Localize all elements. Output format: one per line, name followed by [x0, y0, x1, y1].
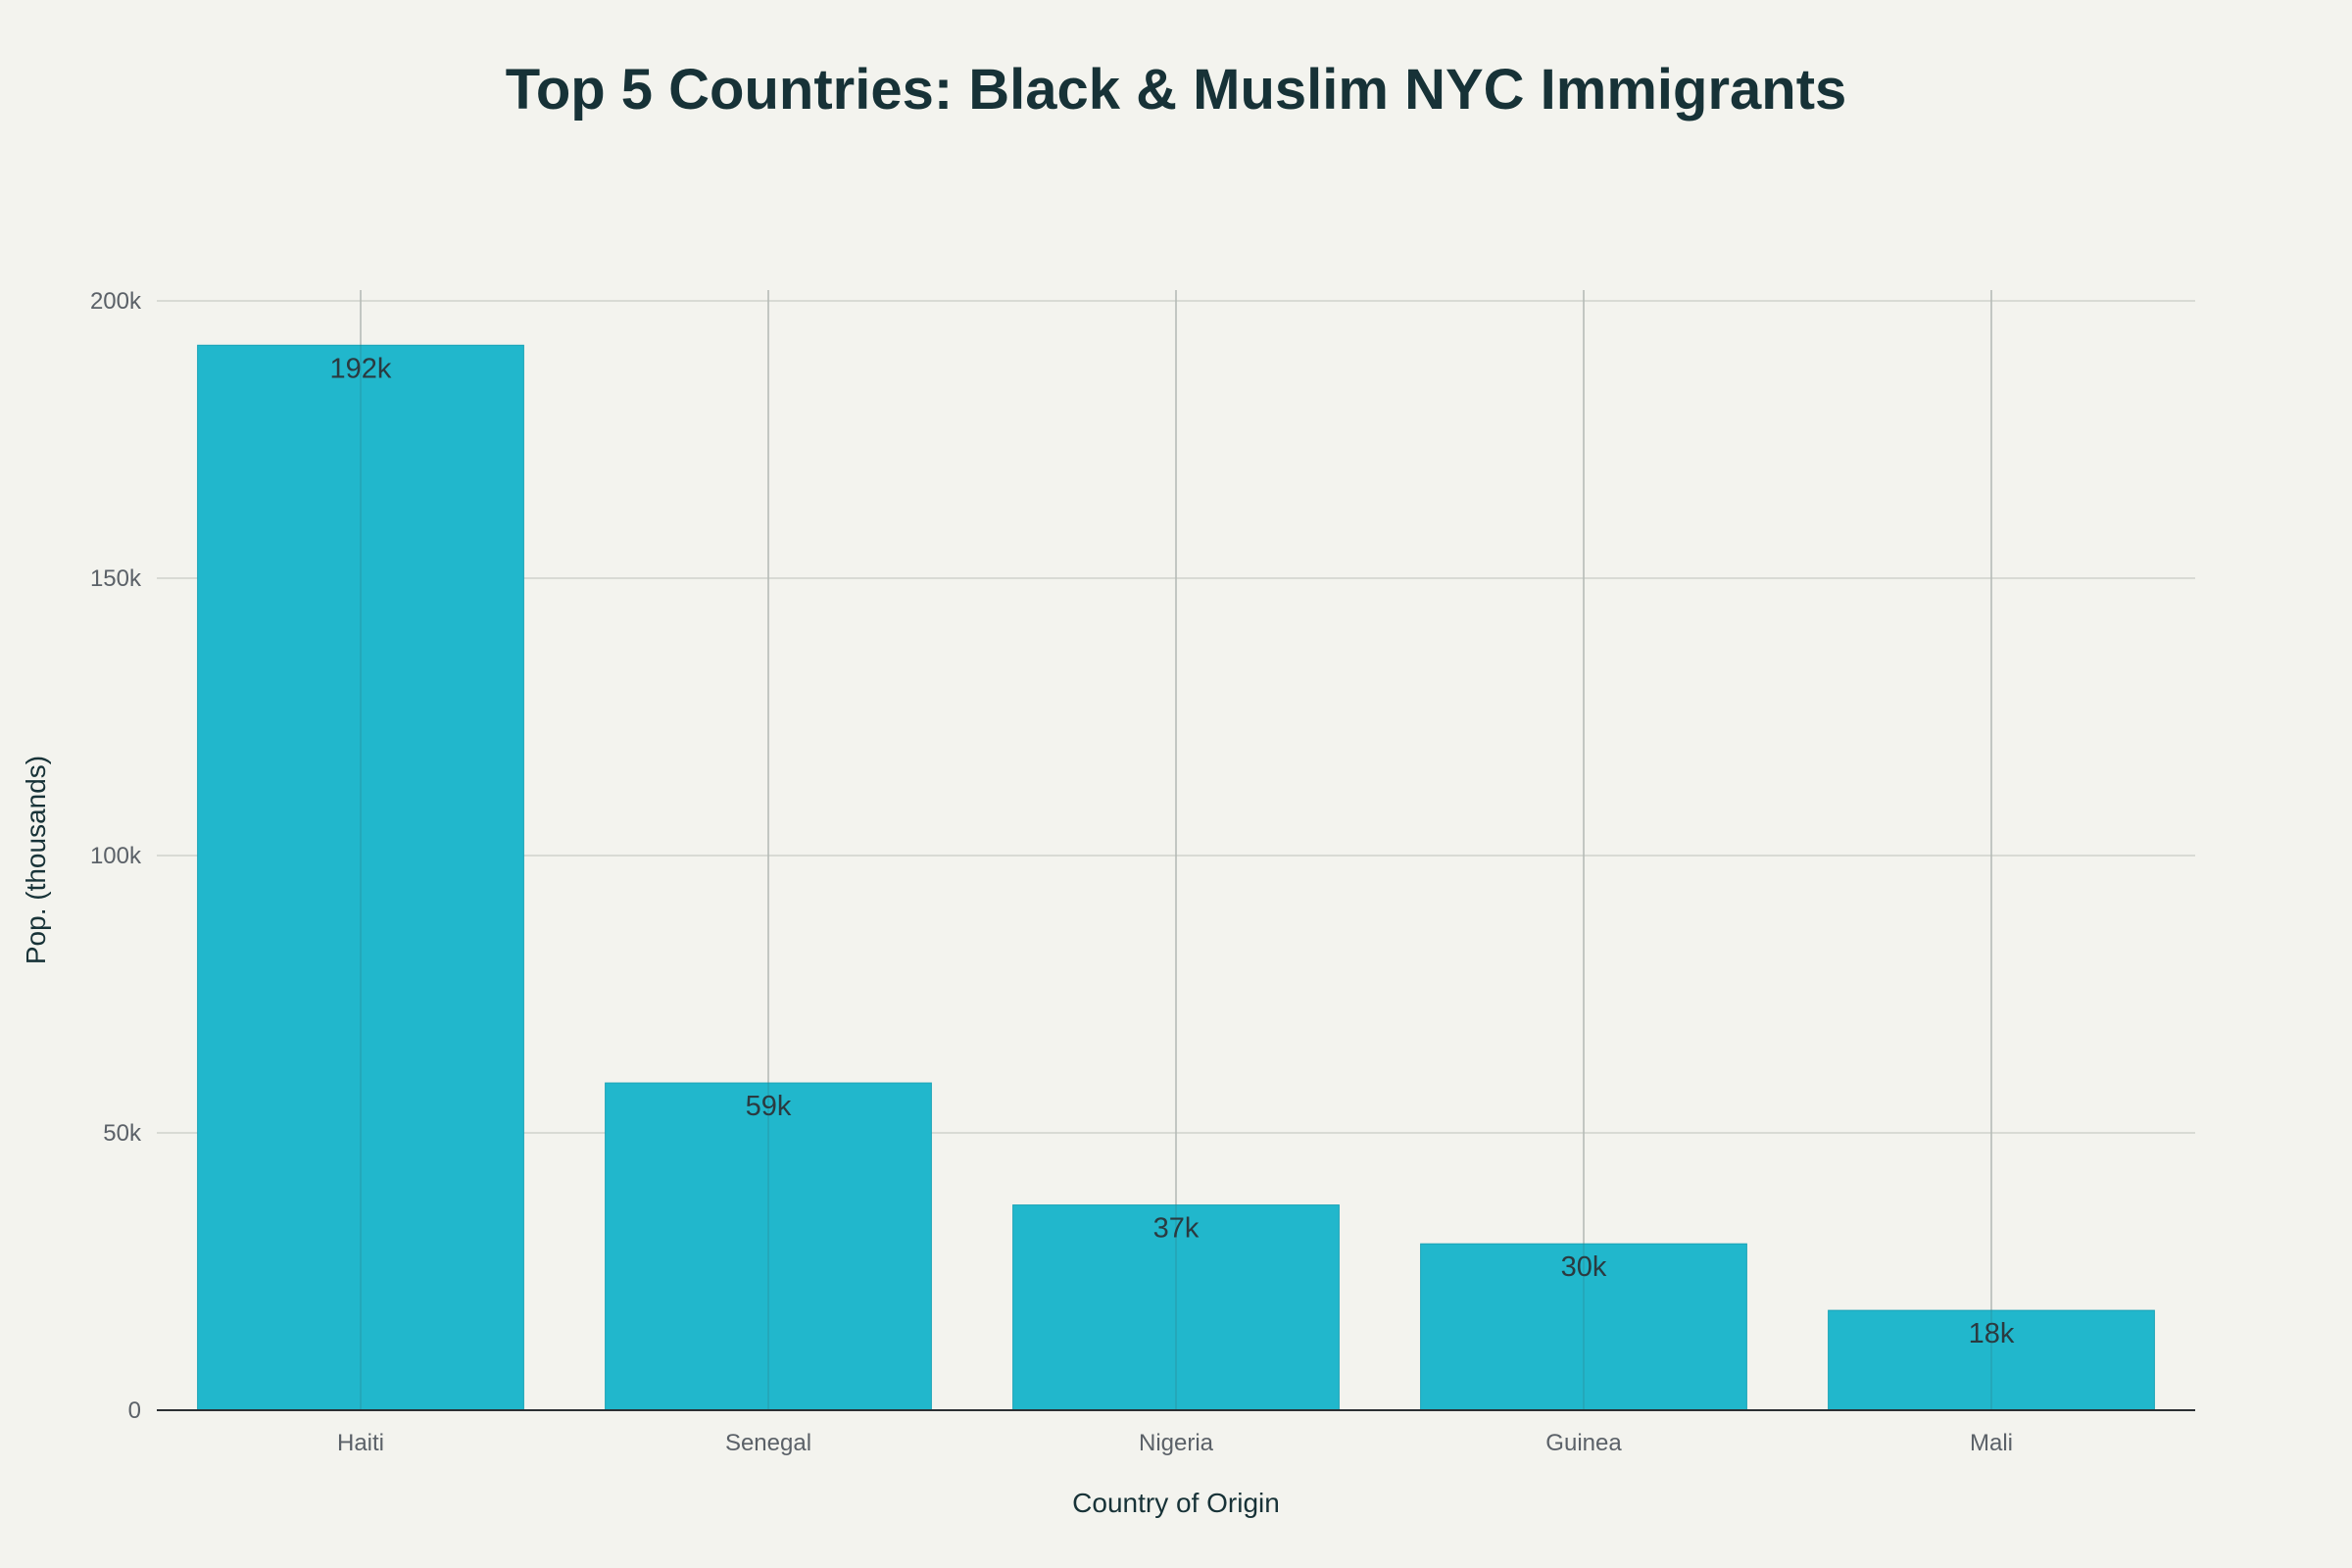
x-tick-label: Guinea: [1545, 1430, 1622, 1456]
y-tick-label: 100k: [90, 843, 142, 869]
x-tick-label: Mali: [1970, 1430, 2013, 1456]
bar-data-label: 37k: [1153, 1213, 1200, 1245]
chart-title: Top 5 Countries: Black & Muslim NYC Immi…: [505, 58, 1847, 122]
bar-guinea: [1420, 1243, 1747, 1411]
bar-mali: [1828, 1309, 2155, 1411]
bar-data-label: 30k: [1561, 1251, 1607, 1283]
x-axis-title: Country of Origin: [1072, 1488, 1280, 1518]
bar-data-label: 59k: [746, 1091, 792, 1122]
y-tick-label: 200k: [90, 288, 142, 315]
bar-data-label: 192k: [330, 353, 392, 384]
y-tick-label: 50k: [103, 1120, 142, 1147]
x-tick-label: Nigeria: [1139, 1430, 1214, 1456]
y-axis-title: Pop. (thousands): [21, 756, 51, 964]
x-tick-label: Haiti: [337, 1430, 384, 1456]
bar-senegal: [605, 1082, 932, 1411]
bar-nigeria: [1012, 1204, 1340, 1411]
y-tick-label: 150k: [90, 565, 142, 592]
x-tick-label: Senegal: [725, 1430, 811, 1456]
bar-data-label: 18k: [1969, 1318, 2015, 1349]
y-tick-label: 0: [128, 1397, 141, 1424]
bar-haiti: [197, 344, 524, 1411]
